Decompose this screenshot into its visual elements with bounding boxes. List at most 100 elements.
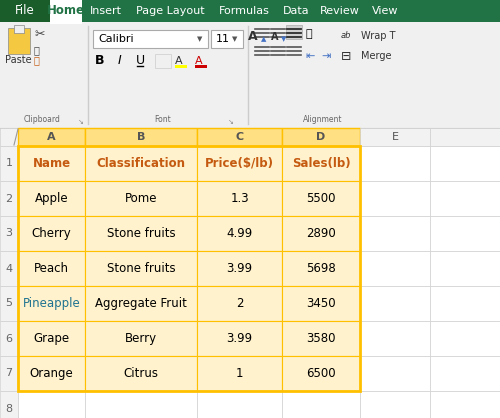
Text: ▲: ▲ — [261, 36, 266, 42]
Text: Calibri: Calibri — [98, 34, 134, 44]
Bar — [360, 128, 430, 146]
Bar — [18, 321, 85, 356]
Text: 4.99: 4.99 — [226, 227, 252, 240]
Bar — [360, 356, 430, 391]
Text: 1.3: 1.3 — [230, 192, 249, 205]
Bar — [360, 321, 430, 356]
Bar — [197, 181, 282, 216]
Text: 5500: 5500 — [306, 192, 336, 205]
Text: 3: 3 — [6, 229, 12, 239]
Bar — [8, 28, 30, 54]
Text: A: A — [271, 32, 278, 42]
Bar — [0, 146, 18, 181]
Text: Berry: Berry — [125, 332, 157, 345]
Text: 🖌: 🖌 — [34, 55, 40, 65]
Bar — [430, 286, 500, 321]
Text: 3.99: 3.99 — [226, 262, 252, 275]
Bar — [282, 216, 360, 251]
Bar — [34, 44, 46, 52]
Bar — [282, 321, 360, 356]
Bar — [18, 286, 85, 321]
Text: ▼: ▼ — [281, 36, 286, 42]
Text: 4: 4 — [6, 263, 12, 273]
Bar — [197, 391, 282, 418]
Text: U: U — [136, 54, 144, 66]
Text: 8: 8 — [6, 403, 12, 413]
Text: ↘: ↘ — [78, 119, 84, 125]
Bar — [85, 216, 197, 251]
Text: Orange: Orange — [30, 367, 74, 380]
Bar — [175, 54, 191, 68]
Bar — [282, 391, 360, 418]
Text: ⎘: ⎘ — [34, 45, 40, 55]
Bar — [197, 216, 282, 251]
Text: Page Layout: Page Layout — [136, 6, 204, 16]
Bar — [0, 251, 18, 286]
Bar — [14, 25, 24, 33]
Text: Formulas: Formulas — [218, 6, 270, 16]
Bar — [18, 391, 85, 418]
Text: 5: 5 — [6, 298, 12, 308]
Text: Grape: Grape — [34, 332, 70, 345]
Text: 3450: 3450 — [306, 297, 336, 310]
Text: 2: 2 — [236, 297, 243, 310]
Bar — [93, 30, 208, 48]
Bar — [360, 251, 430, 286]
Bar — [286, 25, 302, 39]
Bar — [85, 146, 197, 181]
Bar — [18, 146, 85, 181]
Bar — [0, 391, 18, 418]
Text: Price($/lb): Price($/lb) — [205, 157, 274, 170]
Bar — [85, 251, 197, 286]
Bar — [197, 146, 282, 181]
Bar — [282, 128, 360, 146]
Text: ✂: ✂ — [34, 28, 44, 41]
Bar — [360, 286, 430, 321]
Bar — [430, 128, 500, 146]
Bar — [0, 128, 500, 418]
Text: Stone fruits: Stone fruits — [106, 227, 176, 240]
Bar — [0, 216, 18, 251]
Text: Clipboard: Clipboard — [24, 115, 60, 125]
Text: Citrus: Citrus — [124, 367, 158, 380]
Text: B: B — [137, 132, 145, 142]
Bar — [430, 146, 500, 181]
Bar — [197, 128, 282, 146]
Text: E: E — [392, 132, 398, 142]
Text: 1: 1 — [236, 367, 243, 380]
Bar — [430, 356, 500, 391]
Bar — [282, 286, 360, 321]
Text: C: C — [236, 132, 244, 142]
Bar — [360, 146, 430, 181]
Text: 11: 11 — [216, 34, 230, 44]
Text: A: A — [175, 56, 182, 66]
Bar — [0, 0, 50, 22]
Text: Peach: Peach — [34, 262, 69, 275]
Text: File: File — [15, 5, 35, 18]
Bar — [85, 321, 197, 356]
Bar — [195, 54, 211, 68]
Text: ⇤: ⇤ — [305, 51, 314, 61]
Text: Wrap T: Wrap T — [361, 31, 396, 41]
Text: ⊟: ⊟ — [341, 49, 351, 63]
Bar — [430, 251, 500, 286]
Text: I: I — [118, 54, 122, 66]
Text: Name: Name — [32, 157, 70, 170]
Text: Sales(lb): Sales(lb) — [292, 157, 350, 170]
Bar — [0, 128, 18, 146]
Bar — [18, 251, 85, 286]
Bar — [282, 146, 360, 181]
Text: A: A — [248, 31, 258, 43]
Bar — [18, 356, 85, 391]
Text: Review: Review — [320, 6, 360, 16]
Bar — [34, 27, 46, 39]
Text: 5698: 5698 — [306, 262, 336, 275]
Text: Data: Data — [282, 6, 310, 16]
Text: ab: ab — [341, 31, 351, 41]
Text: A: A — [47, 132, 56, 142]
Text: 3580: 3580 — [306, 332, 336, 345]
Text: 1: 1 — [6, 158, 12, 168]
Bar — [18, 216, 85, 251]
Bar — [360, 181, 430, 216]
Bar — [360, 391, 430, 418]
